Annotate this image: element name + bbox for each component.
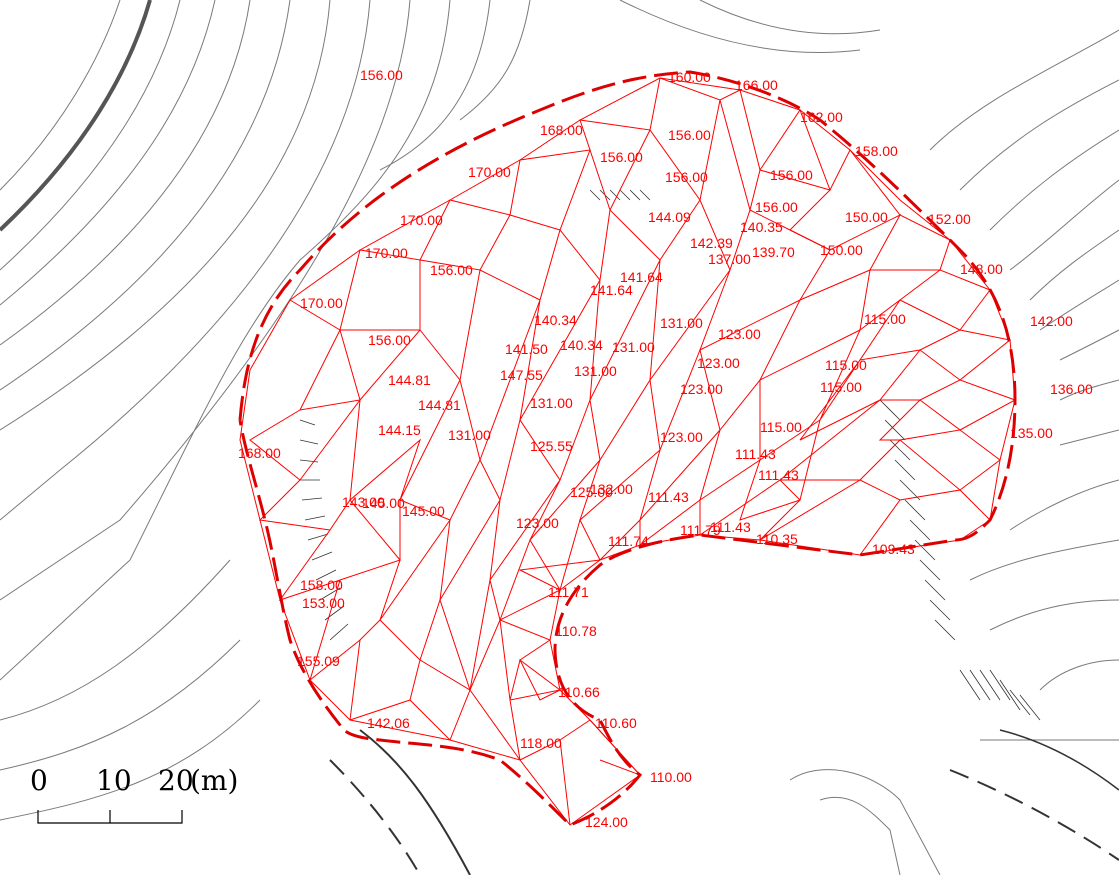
elevation-label: 156.00 — [668, 127, 711, 143]
elevation-label: 143.00 — [342, 494, 385, 510]
elevation-label: 111.43 — [758, 467, 799, 483]
elevation-label: 148.00 — [960, 261, 1003, 277]
elevation-label: 147.55 — [500, 367, 543, 383]
elevation-label: 123.00 — [516, 515, 559, 531]
elevation-label: 131.00 — [612, 339, 655, 355]
elevation-label: 142.06 — [367, 715, 410, 731]
elevation-label: 140.34 — [560, 337, 603, 353]
elevation-label: 145.00 — [402, 503, 445, 519]
elevation-label: 109.43 — [872, 541, 915, 557]
scale-tick-0: 0 — [30, 764, 48, 797]
elevation-label: 132.00 — [590, 481, 633, 497]
scale-tick-10: 10 — [96, 764, 132, 797]
elevation-label: 140.34 — [534, 312, 577, 328]
elevation-label: 123.00 — [718, 326, 761, 342]
elevation-label: 170.00 — [400, 212, 443, 228]
elevation-label: 141.50 — [505, 341, 548, 357]
elevation-label: 153.00 — [302, 595, 345, 611]
elevation-label: 110.66 — [558, 684, 600, 700]
elevation-label: 156.00 — [360, 67, 403, 83]
elevation-label: 170.00 — [365, 245, 408, 261]
elevation-label: 111.43 — [735, 446, 776, 462]
elevation-label: 141.64 — [620, 269, 663, 285]
elevation-label: 170.00 — [300, 295, 343, 311]
elevation-label: 111.43 — [648, 489, 689, 505]
elevation-label: 150.00 — [820, 242, 863, 258]
elevation-label: 136.00 — [1050, 381, 1093, 397]
elevation-label: 166.00 — [735, 77, 778, 93]
elevation-label: 156.00 — [600, 149, 643, 165]
elevation-label: 144.09 — [648, 209, 691, 225]
elevation-label: 115.00 — [820, 379, 862, 395]
elevation-label: 123.00 — [660, 429, 703, 445]
elevation-label: 115.00 — [864, 311, 906, 327]
elevation-label: 156.00 — [755, 199, 798, 215]
elevation-label: 162.00 — [800, 109, 843, 125]
elevation-label: 110.35 — [756, 531, 798, 547]
elevation-label: 144.15 — [378, 422, 421, 438]
elevation-label: 142.39 — [690, 235, 733, 251]
elevation-label: 110.78 — [555, 623, 597, 639]
elevation-label: 115.00 — [760, 419, 802, 435]
elevation-label: 111.79 — [680, 522, 721, 538]
elevation-label: 141.64 — [590, 282, 633, 298]
elevation-label: 152.00 — [928, 211, 971, 227]
elevation-label: 139.70 — [752, 244, 795, 260]
elevation-label: 144.81 — [418, 397, 461, 413]
elevation-label: 110.60 — [595, 715, 637, 731]
elevation-label: 125.55 — [530, 438, 573, 454]
elevation-label: 156.00 — [368, 332, 411, 348]
elevation-label: 168.00 — [540, 122, 583, 138]
elevation-label: 156.00 — [770, 167, 813, 183]
elevation-label: 145.00 — [362, 495, 405, 511]
elevation-labels: 160.00 166.00 162.00 158.00 152.00 148.00 142.… — [238, 67, 1093, 830]
slope-hatching — [299, 189, 1041, 721]
elevation-label: 160.00 — [668, 69, 711, 85]
elevation-label: 155.09 — [297, 653, 340, 669]
elevation-label: 123.00 — [680, 381, 723, 397]
elevation-label: 170.00 — [468, 164, 511, 180]
elevation-label: 156.00 — [430, 262, 473, 278]
elevation-label: 168.00 — [238, 445, 281, 461]
scale-tick-20: 20 — [158, 764, 194, 797]
scale-line — [37, 810, 183, 824]
elevation-label: 158.00 — [300, 577, 343, 593]
elevation-label: 123.00 — [697, 355, 740, 371]
triangulation-network — [239, 77, 1017, 826]
elevation-label: 158.00 — [855, 143, 898, 159]
elevation-label: 150.00 — [845, 209, 888, 225]
elevation-label: 125.00 — [570, 484, 613, 500]
elevation-label: 140.35 — [740, 219, 783, 235]
elevation-label: 137.00 — [708, 251, 751, 267]
elevation-label: 156.00 — [665, 169, 708, 185]
excavation-boundary — [238, 70, 1017, 827]
elevation-label: 131.00 — [660, 315, 703, 331]
elevation-label: 131.00 — [448, 427, 491, 443]
elevation-label: 110.00 — [650, 769, 692, 785]
elevation-label: 111.43 — [710, 519, 751, 535]
elevation-label: 111.74 — [608, 533, 649, 549]
elevation-label: 144.81 — [388, 372, 431, 388]
elevation-label: 118.00 — [520, 735, 562, 751]
elevation-label: 135.00 — [1010, 425, 1053, 441]
elevation-label: 124.00 — [585, 814, 628, 830]
scale-unit: (m) — [190, 764, 238, 797]
elevation-label: 131.00 — [530, 395, 573, 411]
elevation-label: 131.00 — [574, 363, 617, 379]
elevation-label: 142.00 — [1030, 313, 1073, 329]
elevation-label: 111.71 — [548, 584, 589, 600]
elevation-label: 115.00 — [825, 357, 867, 373]
scale-bar: 0 10 20 (m) — [30, 764, 238, 824]
